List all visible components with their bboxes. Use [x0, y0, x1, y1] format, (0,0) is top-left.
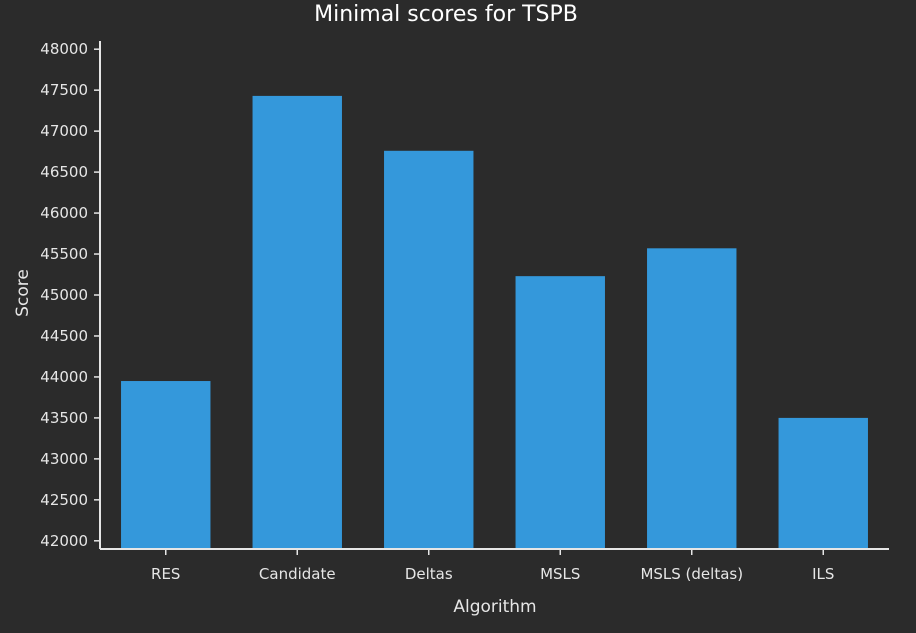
y-tick-label: 47500	[40, 81, 88, 99]
x-tick-label: Deltas	[405, 565, 453, 583]
x-tick-label: MSLS	[540, 565, 580, 583]
y-tick-label: 46500	[40, 163, 88, 181]
x-axis: RES Candidate Deltas MSLS MSLS (deltas) ILS	[100, 548, 889, 583]
bar-msls-deltas	[647, 248, 737, 550]
chart-title: Minimal scores for TSPB	[314, 2, 578, 27]
y-tick-label: 43000	[40, 450, 88, 468]
y-axis-title: Score	[13, 269, 33, 317]
bar-ils	[778, 417, 868, 549]
y-tick-label: 48000	[40, 40, 88, 58]
bars-group	[121, 95, 868, 550]
bar-deltas	[384, 150, 474, 550]
bar-candidate	[252, 95, 342, 550]
y-tick-label: 45000	[40, 286, 88, 304]
y-tick-label: 44500	[40, 327, 88, 345]
bar-msls	[515, 276, 605, 549]
y-tick-label: 46000	[40, 204, 88, 222]
x-tick-label: MSLS (deltas)	[640, 565, 743, 583]
x-tick-label: Candidate	[259, 565, 336, 583]
y-tick-label: 43500	[40, 409, 88, 427]
x-axis-title: Algorithm	[453, 597, 536, 617]
y-tick-label: 42000	[40, 532, 88, 550]
x-tick-label: RES	[151, 565, 180, 583]
y-tick-label: 47000	[40, 122, 88, 140]
y-tick-label: 45500	[40, 245, 88, 263]
x-tick-label: ILS	[812, 565, 834, 583]
y-axis: 42000 42500 43000 43500 44000 44500 45000 45500…	[40, 40, 101, 550]
bar-res	[121, 381, 211, 549]
y-tick-label: 42500	[40, 491, 88, 509]
y-tick-label: 44000	[40, 368, 88, 386]
